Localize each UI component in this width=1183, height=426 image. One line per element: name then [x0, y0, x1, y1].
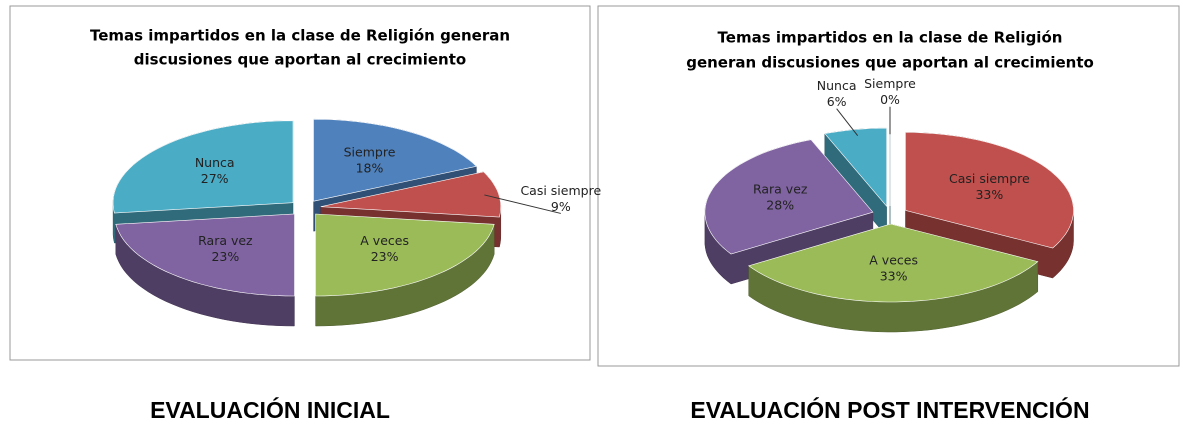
data-label-name: Siempre: [864, 76, 916, 91]
data-label: 23%: [371, 249, 399, 264]
slice: [112, 120, 294, 214]
slice: [315, 213, 495, 297]
chart-title: discusiones que aportan al crecimiento: [134, 51, 466, 69]
data-label-name: A veces: [869, 253, 918, 268]
pie: [704, 127, 1074, 333]
data-label: 9%: [551, 199, 571, 214]
data-label-name: Nunca: [817, 78, 857, 93]
data-label: 18%: [356, 161, 384, 176]
slice: [905, 132, 1074, 249]
pie: [112, 118, 502, 327]
chart-title: Temas impartidos en la clase de Religión: [718, 29, 1063, 47]
slice: [115, 213, 295, 297]
data-label-name: Siempre: [344, 145, 396, 160]
slice: [320, 171, 502, 218]
data-label-name: Casi siempre: [520, 183, 601, 198]
data-label: 33%: [975, 187, 1003, 202]
data-label: 33%: [880, 269, 908, 284]
data-label: 0%: [880, 92, 900, 107]
data-label-name: A veces: [360, 233, 409, 248]
data-label: 23%: [211, 249, 239, 264]
data-label-name: Casi siempre: [949, 171, 1030, 186]
slice: [704, 139, 874, 255]
slice: [313, 118, 478, 202]
slice: [748, 223, 1039, 303]
data-label: 28%: [766, 198, 794, 213]
caption: EVALUACIÓN INICIAL: [150, 396, 390, 423]
caption: EVALUACIÓN POST INTERVENCIÓN: [690, 396, 1089, 423]
leader-line: [484, 194, 561, 214]
data-label-name: Rara vez: [198, 233, 253, 248]
data-label: 27%: [201, 171, 229, 186]
chart-title: generan discusiones que aportan al creci…: [686, 54, 1094, 72]
data-label-name: Rara vez: [753, 182, 808, 197]
data-label: 6%: [827, 94, 847, 109]
leader-line: [836, 108, 859, 136]
slice: [824, 127, 887, 208]
chart-title: Temas impartidos en la clase de Religión…: [90, 27, 510, 45]
data-label-name: Nunca: [195, 155, 235, 170]
